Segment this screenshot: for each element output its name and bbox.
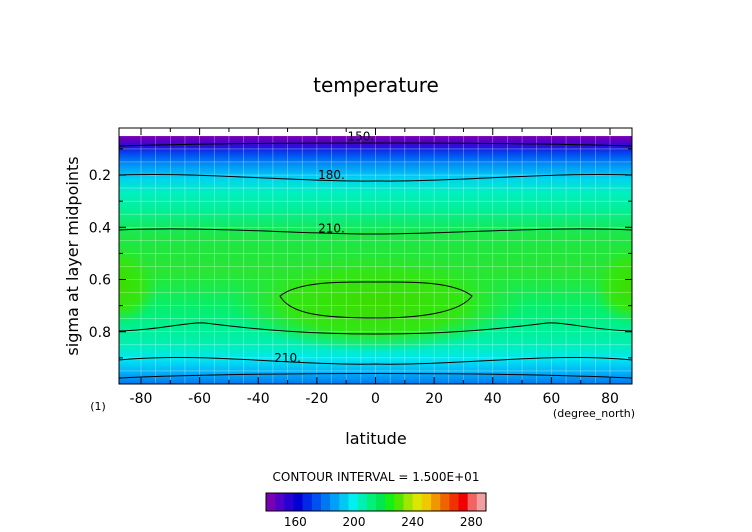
grid-lines xyxy=(119,128,632,384)
contour-line-225 xyxy=(279,281,473,319)
contour-line-180 xyxy=(119,173,632,182)
contour-interval-text: CONTOUR INTERVAL = 1.500E+01 xyxy=(273,470,480,484)
x-tick-label: -40 xyxy=(247,391,270,407)
colorbar-tick-label: 160 xyxy=(284,515,307,529)
colorbar-swatch xyxy=(266,493,276,511)
contour-label: 180. xyxy=(318,168,345,182)
colorbar: 160 200 240 280 xyxy=(265,492,487,529)
colorbar-swatch xyxy=(431,493,441,511)
x-tick-label: 40 xyxy=(484,391,502,407)
y-axis-label: sigma at layer midpoints xyxy=(63,156,82,355)
colorbar-swatch xyxy=(275,493,285,511)
plot-area: 150. 180. 210. 210. xyxy=(119,128,632,384)
colorbar-swatch xyxy=(467,493,478,511)
contour-line-210-upper xyxy=(119,228,632,235)
contour-line-150 xyxy=(119,142,632,147)
x-tick-label: 60 xyxy=(542,391,560,407)
x-tick-label: 80 xyxy=(601,391,619,407)
colorbar-swatch xyxy=(366,493,377,511)
contour-label: 150. xyxy=(347,130,374,144)
colorbar-swatch xyxy=(330,493,340,511)
contour-label: 210. xyxy=(318,222,345,236)
colorbar-swatch xyxy=(440,493,450,511)
warm-region-right xyxy=(592,245,632,325)
contour-line-195 xyxy=(119,357,632,365)
axis-ticks: -80 -60 -40 -20 0 20 40 60 80 0.2 0.4 0.6 0.8 xyxy=(89,128,632,407)
x-axis-label: latitude xyxy=(345,429,406,448)
warm-region-left xyxy=(119,245,159,325)
contour-line-210-lower xyxy=(119,322,632,335)
colorbar-swatch xyxy=(403,493,413,511)
colorbar-swatch xyxy=(293,493,303,511)
colorbar-swatch xyxy=(321,493,331,511)
colorbar-swatch xyxy=(311,493,322,511)
colorbar-swatch xyxy=(348,493,358,511)
colorbar-tick-label: 240 xyxy=(401,515,424,529)
frame-label: (1) xyxy=(90,400,106,413)
colorbar-tick-label: 200 xyxy=(343,515,366,529)
y-tick-label: 0.4 xyxy=(89,220,111,236)
colorbar-swatch xyxy=(458,493,468,511)
colorbar-swatch xyxy=(284,493,294,511)
contour-line-180-bottom xyxy=(119,373,632,379)
colorbar-swatch xyxy=(412,493,423,511)
colorbar-swatch xyxy=(385,493,395,511)
y-tick-label: 0.6 xyxy=(89,273,111,289)
colorbar-swatch xyxy=(394,493,404,511)
colorbar-swatch xyxy=(376,493,386,511)
x-tick-label: -60 xyxy=(188,391,211,407)
y-tick-label: 0.8 xyxy=(89,325,111,341)
x-tick-label: -80 xyxy=(130,391,153,407)
contour-labels: 150. 180. 210. 210. xyxy=(274,130,374,365)
warm-core-region xyxy=(226,252,526,352)
contour-label: 210. xyxy=(274,351,301,365)
contour-lines xyxy=(119,142,632,379)
chart-title: temperature xyxy=(313,73,439,97)
colorbar-swatch xyxy=(339,493,349,511)
x-tick-label: 20 xyxy=(425,391,443,407)
colorbar-frame xyxy=(265,492,487,512)
colorbar-swatch xyxy=(357,493,368,511)
colorbar-tick-label: 280 xyxy=(460,515,483,529)
colorbar-swatch xyxy=(421,493,432,511)
x-axis-unit: (degree_north) xyxy=(553,407,635,420)
colorbar-swatch xyxy=(449,493,459,511)
colorbar-swatch xyxy=(302,493,313,511)
colorbar-swatch xyxy=(476,493,487,511)
x-tick-label: 0 xyxy=(371,391,380,407)
x-tick-label: -20 xyxy=(305,391,328,407)
y-tick-label: 0.2 xyxy=(89,168,111,184)
